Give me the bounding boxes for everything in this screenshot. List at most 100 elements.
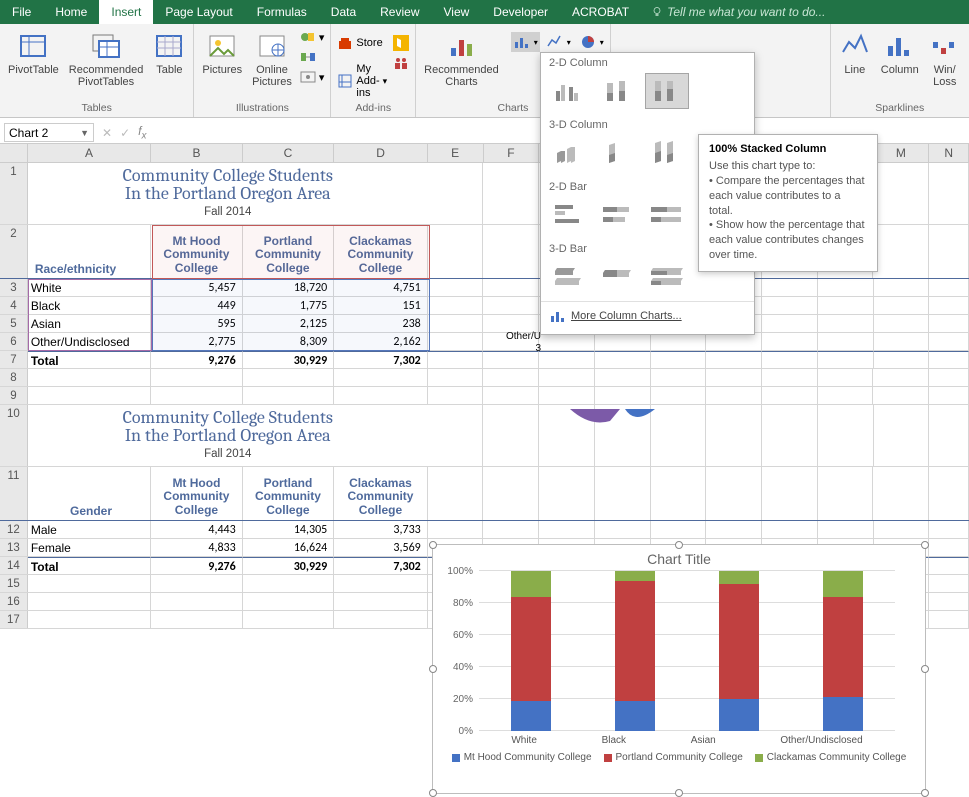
cell-B3[interactable]: 5,457 bbox=[151, 279, 243, 296]
cell-D3[interactable]: 4,751 bbox=[334, 279, 428, 296]
line-chart-button[interactable]: ▾ bbox=[544, 32, 573, 52]
fx-icon[interactable]: fx bbox=[138, 124, 146, 141]
3d-clustered-column-option[interactable] bbox=[549, 135, 593, 171]
cell-A14[interactable]: Total bbox=[28, 557, 151, 574]
row-head-6[interactable]: 6 bbox=[0, 333, 28, 350]
online-pictures-button[interactable]: Online Pictures bbox=[248, 28, 296, 90]
select-all-corner[interactable] bbox=[0, 144, 28, 162]
cell-D5[interactable]: 238 bbox=[334, 315, 428, 332]
pie-chart-button[interactable]: ▾ bbox=[577, 32, 606, 52]
more-column-charts-button[interactable]: More Column Charts... bbox=[541, 301, 754, 330]
smartart-button[interactable] bbox=[298, 48, 327, 66]
my-addins-button[interactable]: My Add-ins ▾ bbox=[335, 62, 389, 100]
cell-B6[interactable]: 2,775 bbox=[151, 333, 243, 350]
cell-B13[interactable]: 4,833 bbox=[151, 539, 243, 556]
3d-100-stacked-bar-option[interactable] bbox=[645, 259, 689, 295]
cell-D13[interactable]: 3,569 bbox=[334, 539, 428, 556]
col-head-M[interactable]: M bbox=[874, 144, 930, 162]
sparkline-winloss-button[interactable]: Win/ Loss bbox=[925, 28, 965, 90]
cell-D4[interactable]: 151 bbox=[334, 297, 428, 314]
row-head-12[interactable]: 12 bbox=[0, 521, 28, 538]
tab-data[interactable]: Data bbox=[319, 0, 368, 24]
cell-C12[interactable]: 14,305 bbox=[243, 521, 335, 538]
cell-A12[interactable]: Male bbox=[28, 521, 151, 538]
chart-legend[interactable]: Mt Hood Community College Portland Commu… bbox=[433, 752, 925, 763]
shapes-button[interactable]: ▾ bbox=[298, 28, 327, 46]
cell-C7[interactable]: 30,929 bbox=[243, 351, 335, 368]
row-head-13[interactable]: 13 bbox=[0, 539, 28, 556]
tab-file[interactable]: File bbox=[0, 0, 43, 24]
col-head-F[interactable]: F bbox=[484, 144, 540, 162]
store-button[interactable]: Store bbox=[335, 34, 389, 52]
cell-C6[interactable]: 8,309 bbox=[243, 333, 335, 350]
cancel-formula-icon[interactable]: ✕ bbox=[102, 126, 112, 140]
row-head-9[interactable]: 9 bbox=[0, 387, 28, 404]
3d-100-stacked-column-option[interactable] bbox=[645, 135, 689, 171]
cell-C3[interactable]: 18,720 bbox=[243, 279, 335, 296]
column-chart-button[interactable]: ▾ bbox=[511, 32, 540, 52]
cell-A4[interactable]: Black bbox=[28, 297, 151, 314]
row-head-16[interactable]: 16 bbox=[0, 593, 28, 610]
tell-me-search[interactable]: Tell me what you want to do... bbox=[641, 0, 835, 24]
chart-plot-area[interactable]: 0% 20% 40% 60% 80% 100% bbox=[479, 571, 895, 731]
row-head-11[interactable]: 11 bbox=[0, 467, 28, 520]
row-head-3[interactable]: 3 bbox=[0, 279, 28, 296]
cell-B4[interactable]: 449 bbox=[151, 297, 243, 314]
cell-D12[interactable]: 3,733 bbox=[334, 521, 428, 538]
sparkline-column-button[interactable]: Column bbox=[877, 28, 923, 78]
100-stacked-column-option[interactable] bbox=[645, 73, 689, 109]
clustered-bar-option[interactable] bbox=[549, 197, 593, 233]
tab-acrobat[interactable]: ACROBAT bbox=[560, 0, 641, 24]
tab-developer[interactable]: Developer bbox=[481, 0, 560, 24]
row-head-14[interactable]: 14 bbox=[0, 557, 28, 574]
table-button[interactable]: Table bbox=[149, 28, 189, 78]
row-head-2[interactable]: 2 bbox=[0, 225, 28, 278]
col-head-A[interactable]: A bbox=[28, 144, 151, 162]
cell-A7[interactable]: Total bbox=[28, 351, 151, 368]
cell-C4[interactable]: 1,775 bbox=[243, 297, 335, 314]
row-head-4[interactable]: 4 bbox=[0, 297, 28, 314]
pictures-button[interactable]: Pictures bbox=[198, 28, 246, 78]
3d-clustered-bar-option[interactable] bbox=[549, 259, 593, 295]
cell-A13[interactable]: Female bbox=[28, 539, 151, 556]
clustered-column-option[interactable] bbox=[549, 73, 593, 109]
100-stacked-bar-option[interactable] bbox=[645, 197, 689, 233]
cell-A3[interactable]: White bbox=[28, 279, 151, 296]
cell-D6[interactable]: 2,162 bbox=[334, 333, 428, 350]
col-head-N[interactable]: N bbox=[929, 144, 969, 162]
cell-B7[interactable]: 9,276 bbox=[151, 351, 243, 368]
cell-A6[interactable]: Other/Undisclosed bbox=[28, 333, 151, 350]
recommended-charts-button[interactable]: Recommended Charts bbox=[420, 28, 503, 90]
3d-stacked-column-option[interactable] bbox=[597, 135, 641, 171]
row-head-7[interactable]: 7 bbox=[0, 351, 28, 368]
cell-C13[interactable]: 16,624 bbox=[243, 539, 335, 556]
tab-home[interactable]: Home bbox=[43, 0, 99, 24]
cell-D14[interactable]: 7,302 bbox=[334, 557, 428, 574]
tab-review[interactable]: Review bbox=[368, 0, 431, 24]
cell-C14[interactable]: 30,929 bbox=[243, 557, 335, 574]
row-head-15[interactable]: 15 bbox=[0, 575, 28, 592]
row-head-1[interactable]: 1 bbox=[0, 163, 28, 224]
sparkline-line-button[interactable]: Line bbox=[835, 28, 875, 78]
people-graph-button[interactable] bbox=[391, 54, 411, 72]
cell-C5[interactable]: 2,125 bbox=[243, 315, 335, 332]
row-head-5[interactable]: 5 bbox=[0, 315, 28, 332]
cell-B5[interactable]: 595 bbox=[151, 315, 243, 332]
row-head-10[interactable]: 10 bbox=[0, 405, 28, 466]
row-head-8[interactable]: 8 bbox=[0, 369, 28, 386]
tab-view[interactable]: View bbox=[432, 0, 482, 24]
col-head-C[interactable]: C bbox=[243, 144, 335, 162]
embedded-chart[interactable]: Chart Title 0% 20% 40% 60% 80% 100% Whit… bbox=[432, 544, 926, 794]
cell-B12[interactable]: 4,443 bbox=[151, 521, 243, 538]
stacked-column-option[interactable] bbox=[597, 73, 641, 109]
col-head-B[interactable]: B bbox=[151, 144, 243, 162]
tab-insert[interactable]: Insert bbox=[99, 0, 153, 24]
name-box[interactable]: Chart 2▼ bbox=[4, 123, 94, 142]
cell-D7[interactable]: 7,302 bbox=[334, 351, 428, 368]
tab-formulas[interactable]: Formulas bbox=[245, 0, 319, 24]
cell-A5[interactable]: Asian bbox=[28, 315, 151, 332]
col-head-D[interactable]: D bbox=[334, 144, 428, 162]
cell-B14[interactable]: 9,276 bbox=[151, 557, 243, 574]
recommended-pivottables-button[interactable]: Recommended PivotTables bbox=[65, 28, 148, 90]
screenshot-button[interactable]: ▾ bbox=[298, 68, 327, 86]
